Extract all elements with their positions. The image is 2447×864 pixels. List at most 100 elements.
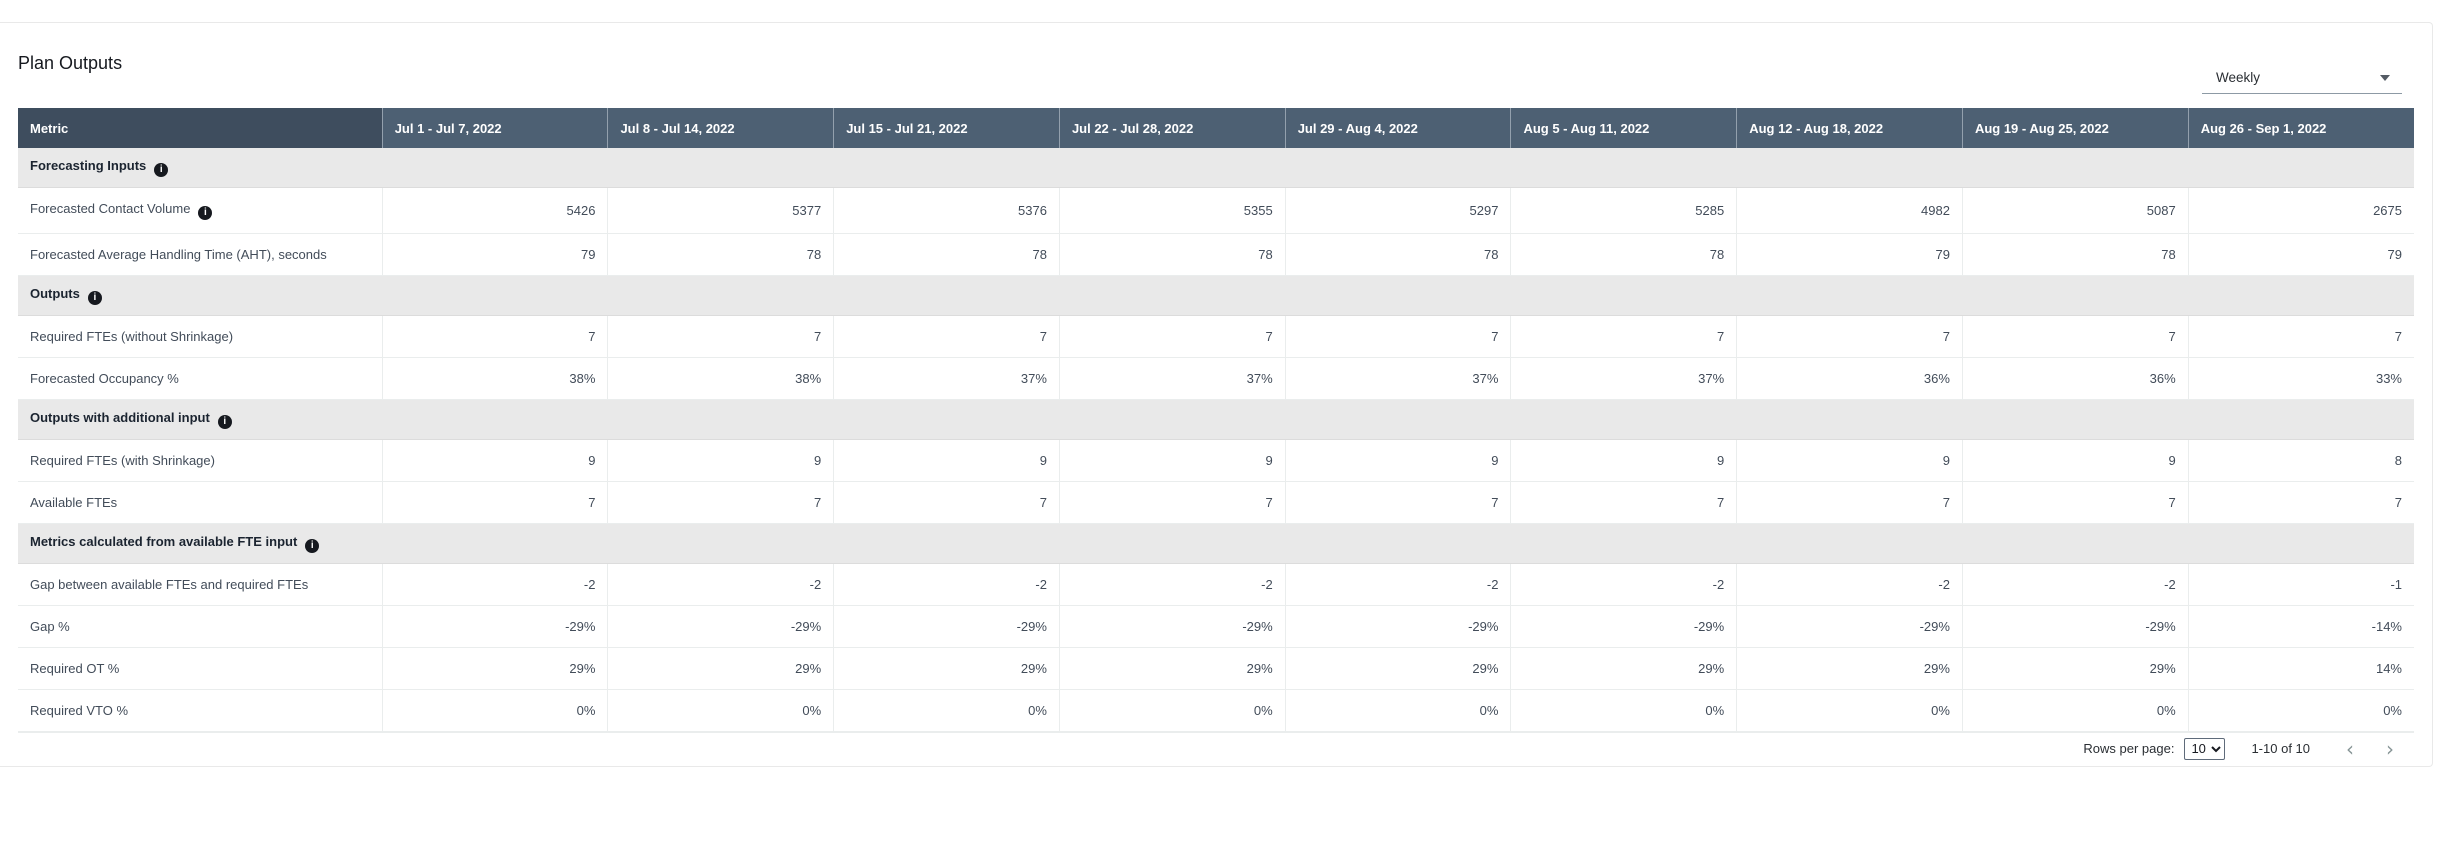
- metric-value-cell: 9: [1284, 439, 1511, 482]
- info-icon[interactable]: i: [154, 163, 169, 177]
- metric-value-cell: 9: [1510, 439, 1737, 482]
- metric-value-cell: 37%: [1058, 357, 1286, 400]
- metric-value-cell: -29%: [1736, 605, 1963, 648]
- caret-down-icon: [2380, 74, 2390, 81]
- week-column-header: Jul 29 - Aug 4, 2022: [1284, 108, 1511, 148]
- metric-value-cell: -29%: [833, 605, 1060, 648]
- metric-value-cell: -2: [1510, 563, 1737, 606]
- info-icon[interactable]: i: [198, 206, 213, 220]
- metric-value-cell: 9: [1961, 439, 2189, 482]
- metric-value-cell: 7: [1736, 481, 1963, 524]
- metric-name: Gap %: [30, 619, 70, 634]
- metric-value-cell: -14%: [2187, 605, 2414, 648]
- week-column-header: Aug 19 - Aug 25, 2022: [1961, 108, 2189, 148]
- metric-value-cell: -2: [607, 563, 834, 606]
- metric-row: Required FTEs (without Shrinkage) 7 7 7 7 7 7 7…: [18, 315, 2414, 358]
- metric-value-cell: -2: [1058, 563, 1286, 606]
- metric-value-cell: 29%: [1058, 647, 1286, 690]
- metric-value-cell: -2: [1736, 563, 1963, 606]
- metric-row: Gap % -29% -29% -29% -29% -29% -29% -29% -29% -14…: [18, 605, 2414, 648]
- metric-row: Forecasted Occupancy % 38% 38% 37% 37% 37% 37%…: [18, 357, 2414, 400]
- metric-value-cell: 79: [1736, 233, 1963, 276]
- metric-value-cell: 0%: [1058, 689, 1286, 732]
- week-column-header: Jul 1 - Jul 7, 2022: [381, 108, 608, 148]
- section-row: Metrics calculated from available FTE in…: [18, 523, 2414, 564]
- metric-value-cell: 7: [1058, 315, 1286, 358]
- metric-name-cell: Forecasted Contact Volume i: [18, 187, 383, 234]
- plan-outputs-table-wrap: Metric Jul 1 - Jul 7, 2022 Jul 8 - Jul 14…: [18, 108, 2414, 732]
- section-row: Outputs with additional input i: [18, 399, 2414, 440]
- metric-name: Gap between available FTEs and required …: [30, 577, 309, 592]
- section-row: Outputs i: [18, 275, 2414, 316]
- info-icon[interactable]: i: [305, 539, 320, 553]
- metric-row: Forecasted Contact Volume i 5426 5377 5376 53…: [18, 187, 2414, 234]
- metric-value-cell: 9: [381, 439, 608, 482]
- rows-per-page-select[interactable]: 10: [2184, 737, 2226, 760]
- week-column-header: Aug 12 - Aug 18, 2022: [1736, 108, 1963, 148]
- metric-value-cell: -29%: [1510, 605, 1737, 648]
- metric-row: Gap between available FTEs and required …: [18, 563, 2414, 606]
- metric-value-cell: 7: [1736, 315, 1963, 358]
- next-page-button[interactable]: ›: [2370, 739, 2410, 759]
- metric-value-cell: 7: [607, 481, 834, 524]
- info-icon[interactable]: i: [87, 291, 102, 305]
- metric-name: Required FTEs (without Shrinkage): [30, 329, 234, 344]
- metric-value-cell: -29%: [1284, 605, 1511, 648]
- metric-value-cell: 5087: [1961, 187, 2189, 234]
- metric-value-cell: 7: [1961, 481, 2189, 524]
- metric-value-cell: 5377: [607, 187, 834, 234]
- metric-value-cell: 78: [1510, 233, 1737, 276]
- metric-value-cell: 78: [1058, 233, 1286, 276]
- metric-value-cell: 2675: [2187, 187, 2414, 234]
- metric-value-cell: 5285: [1510, 187, 1737, 234]
- metric-name: Forecasted Occupancy %: [30, 371, 179, 386]
- metric-value-cell: 4982: [1736, 187, 1963, 234]
- section-title: Metrics calculated from available FTE in…: [30, 534, 298, 549]
- week-column-header: Jul 8 - Jul 14, 2022: [607, 108, 834, 148]
- metric-value-cell: 79: [381, 233, 608, 276]
- section-title: Outputs with additional input: [30, 410, 210, 425]
- metric-value-cell: 5297: [1284, 187, 1511, 234]
- metric-value-cell: -1: [2187, 563, 2414, 606]
- metric-value-cell: -2: [381, 563, 608, 606]
- metric-value-cell: 0%: [1284, 689, 1511, 732]
- metric-value-cell: 38%: [381, 357, 608, 400]
- metric-value-cell: 29%: [381, 647, 608, 690]
- chevron-left-icon: ‹: [2346, 736, 2354, 761]
- metric-row: Forecasted Average Handling Time (AHT), …: [18, 233, 2414, 276]
- metric-value-cell: 7: [833, 315, 1060, 358]
- metric-value-cell: 36%: [1961, 357, 2189, 400]
- week-column-header: Aug 26 - Sep 1, 2022: [2187, 108, 2414, 148]
- interval-select[interactable]: Weekly: [2202, 63, 2402, 94]
- metric-value-cell: 7: [1510, 315, 1737, 358]
- section-title-cell: Forecasting Inputs i: [18, 148, 2414, 188]
- metric-value-cell: -2: [1961, 563, 2189, 606]
- week-column-header: Aug 5 - Aug 11, 2022: [1510, 108, 1737, 148]
- metric-name-cell: Required VTO %: [18, 689, 383, 732]
- metric-value-cell: 29%: [833, 647, 1060, 690]
- section-title: Forecasting Inputs: [30, 158, 147, 173]
- metric-value-cell: 7: [1284, 315, 1511, 358]
- metric-value-cell: 7: [1961, 315, 2189, 358]
- section-title-cell: Outputs with additional input i: [18, 399, 2414, 440]
- metric-value-cell: 7: [381, 315, 608, 358]
- metric-row: Required FTEs (with Shrinkage) 9 9 9 9 9 9 9 9 8: [18, 439, 2414, 482]
- metric-value-cell: 29%: [607, 647, 834, 690]
- metric-value-cell: 0%: [1510, 689, 1737, 732]
- metric-value-cell: 8: [2187, 439, 2414, 482]
- table-header-row: Metric Jul 1 - Jul 7, 2022 Jul 8 - Jul 14…: [18, 108, 2414, 148]
- prev-page-button[interactable]: ‹: [2330, 739, 2370, 759]
- week-column-header: Jul 22 - Jul 28, 2022: [1058, 108, 1286, 148]
- metric-value-cell: 78: [833, 233, 1060, 276]
- section-title-cell: Outputs i: [18, 275, 2414, 316]
- metric-value-cell: 0%: [381, 689, 608, 732]
- metric-value-cell: -29%: [381, 605, 608, 648]
- metric-value-cell: -29%: [1961, 605, 2189, 648]
- info-icon[interactable]: i: [217, 415, 232, 429]
- metric-name: Available FTEs: [30, 495, 118, 510]
- metric-value-cell: 5355: [1058, 187, 1286, 234]
- page-range-text: 1-10 of 10: [2251, 741, 2310, 756]
- metric-value-cell: -29%: [607, 605, 834, 648]
- metric-name: Required VTO %: [30, 703, 129, 718]
- metric-value-cell: 29%: [1961, 647, 2189, 690]
